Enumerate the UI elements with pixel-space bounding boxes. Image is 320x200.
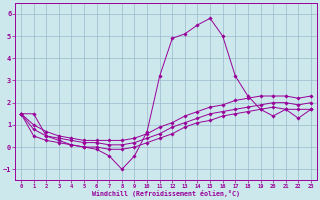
- X-axis label: Windchill (Refroidissement éolien,°C): Windchill (Refroidissement éolien,°C): [92, 190, 240, 197]
